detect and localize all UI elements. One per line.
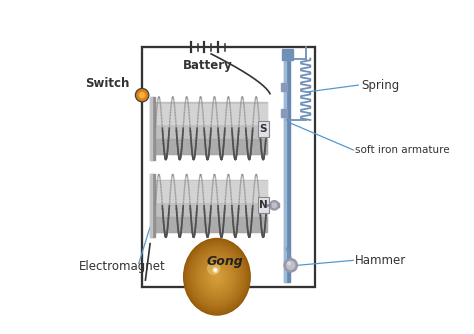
Ellipse shape [184,239,249,314]
Ellipse shape [212,271,222,283]
Bar [150,174,155,237]
Circle shape [270,201,279,210]
Ellipse shape [191,246,244,307]
Bar [155,102,267,154]
Circle shape [137,90,147,101]
Bar [150,174,152,237]
Circle shape [214,269,216,271]
Ellipse shape [198,255,236,299]
Text: S: S [260,124,267,134]
Bar [150,97,155,160]
Ellipse shape [207,265,227,288]
Circle shape [213,268,218,273]
Circle shape [136,89,149,102]
FancyBboxPatch shape [258,121,269,137]
Ellipse shape [203,261,231,293]
Ellipse shape [194,250,240,304]
Ellipse shape [200,257,235,297]
Ellipse shape [184,238,250,315]
Ellipse shape [191,247,243,306]
Ellipse shape [201,259,233,295]
Bar [142,47,315,287]
Ellipse shape [197,254,237,300]
Bar [281,83,287,91]
Ellipse shape [186,241,248,312]
Ellipse shape [202,260,232,294]
Text: Gong: Gong [207,255,244,268]
Ellipse shape [204,263,229,291]
Bar [281,110,287,117]
Ellipse shape [199,256,235,298]
Text: Switch: Switch [86,77,130,90]
Ellipse shape [214,273,220,281]
Ellipse shape [185,240,248,313]
Circle shape [284,259,297,272]
Bar [155,180,267,232]
Ellipse shape [208,266,226,287]
Text: N: N [259,200,268,210]
Text: Battery: Battery [183,59,233,72]
Circle shape [208,263,219,275]
Ellipse shape [193,249,241,305]
Bar [282,49,293,60]
Ellipse shape [214,274,219,280]
Ellipse shape [190,245,245,308]
Bar [155,217,267,232]
Circle shape [288,262,291,265]
Text: Hammer: Hammer [355,254,406,267]
Ellipse shape [205,264,228,290]
Bar [284,57,286,282]
Ellipse shape [210,268,224,285]
Bar [270,203,279,207]
Bar [155,104,267,125]
Ellipse shape [201,258,234,296]
Circle shape [287,261,295,269]
Ellipse shape [209,267,225,286]
FancyBboxPatch shape [258,197,269,213]
Text: soft iron armature: soft iron armature [355,145,450,155]
Ellipse shape [211,270,223,284]
Ellipse shape [189,244,245,309]
Text: Electromagnet: Electromagnet [79,260,165,273]
Ellipse shape [210,269,224,285]
Ellipse shape [192,248,242,306]
Bar [155,139,267,154]
Bar [284,57,291,282]
Ellipse shape [196,253,238,301]
Ellipse shape [213,272,221,282]
Ellipse shape [206,264,228,289]
Text: Spring: Spring [362,78,400,92]
Ellipse shape [194,251,239,303]
Ellipse shape [188,243,246,310]
Ellipse shape [216,276,218,278]
Ellipse shape [215,275,219,279]
Bar [155,181,267,202]
Ellipse shape [187,242,247,311]
Circle shape [139,93,145,98]
Ellipse shape [204,262,230,292]
Ellipse shape [195,252,238,302]
Circle shape [272,203,277,208]
Bar [150,97,152,160]
